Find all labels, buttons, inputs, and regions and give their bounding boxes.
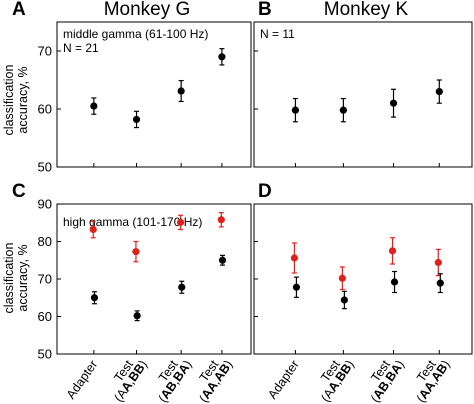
x-category-label: Adapter	[265, 358, 302, 402]
data-point	[90, 294, 99, 302]
data-point	[177, 87, 185, 95]
data-point	[436, 279, 444, 287]
panel-letter-c: C	[12, 181, 26, 202]
y-tick-label: 60	[38, 102, 52, 117]
data-point	[434, 258, 442, 267]
data-point	[290, 254, 299, 262]
panel-a-plot: 50 60 70 middle gamma (61-100 Hz)N = 21	[38, 21, 252, 175]
y-tick-label: 50	[38, 347, 52, 362]
panel-b-plot: N = 11	[253, 21, 473, 168]
panel-a-title: Monkey G	[104, 0, 191, 20]
panel-letter-d: D	[258, 181, 272, 202]
panel-annotation: middle gamma (61-100 Hz)	[63, 27, 208, 41]
data-point	[133, 312, 141, 320]
panel-annotation: high gamma (101-170 Hz)	[63, 215, 202, 229]
data-point	[390, 278, 399, 286]
y-axis-label-bottom-line1: classification	[2, 243, 16, 314]
y-axis-label-top-line1: classification	[2, 65, 16, 136]
data-point	[178, 283, 186, 291]
y-axis-label-bottom-line2: accuracy, %	[16, 244, 30, 311]
data-point	[388, 247, 397, 255]
data-point	[340, 296, 348, 304]
y-tick-label: 50	[38, 160, 52, 175]
y-tick-label: 80	[38, 234, 52, 249]
panel-annotation: N = 11	[260, 27, 295, 41]
x-category-label: Adapter	[64, 358, 101, 402]
plot-frame	[253, 21, 473, 168]
y-axis-label-top-line2: accuracy, %	[16, 66, 30, 133]
data-point	[389, 99, 398, 107]
data-point	[338, 274, 346, 282]
data-point	[176, 218, 185, 226]
data-point	[218, 256, 227, 264]
y-tick-label: 90	[38, 197, 52, 212]
y-tick-label: 70	[38, 272, 52, 287]
data-point	[217, 216, 225, 224]
panel-c-plot: 50 60 70 80 90 high gamma (101-170 Hz) Adapter…	[38, 197, 252, 404]
data-point	[89, 225, 97, 234]
panel-letter-a: A	[12, 0, 26, 20]
data-point	[218, 53, 226, 61]
plot-frame	[253, 203, 473, 355]
data-point	[132, 115, 141, 124]
data-point	[292, 283, 301, 291]
panel-letter-b: B	[258, 0, 272, 20]
panel-d-plot: Adapter Test(AA,BB) Test(AB,BA) Test(AA,AB)	[253, 203, 473, 404]
panel-annotation: N = 21	[63, 41, 99, 55]
data-point	[132, 248, 140, 256]
data-point	[291, 106, 300, 114]
y-tick-label: 60	[38, 309, 52, 324]
data-point	[435, 88, 443, 96]
y-tick-label: 70	[38, 44, 52, 59]
data-point	[339, 106, 347, 114]
data-point	[90, 102, 98, 110]
plot-frame	[56, 21, 252, 168]
panel-b-title: Monkey K	[324, 0, 409, 20]
